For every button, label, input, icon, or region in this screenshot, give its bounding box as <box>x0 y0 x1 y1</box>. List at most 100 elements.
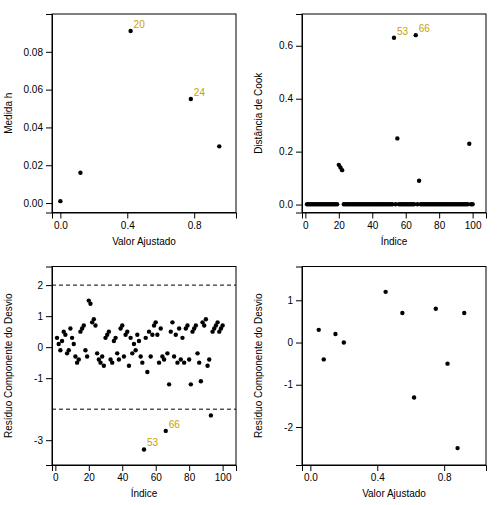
point <box>113 336 117 340</box>
tick-mark <box>60 213 61 219</box>
tick-mark <box>473 213 474 219</box>
point <box>95 351 99 355</box>
tick: 0 <box>287 337 302 348</box>
tick-mark <box>46 316 52 317</box>
tick: 2 <box>37 280 52 291</box>
tick: 0.0 <box>279 199 302 210</box>
tick: 20 <box>334 213 346 231</box>
point <box>115 351 119 355</box>
point <box>63 333 67 337</box>
point <box>155 333 159 337</box>
tick-label: 20 <box>334 220 346 231</box>
tick-label: 0.08 <box>24 47 44 58</box>
point <box>147 329 151 333</box>
point <box>110 360 114 364</box>
point <box>333 332 337 336</box>
tick-mark <box>55 465 56 471</box>
point <box>132 342 136 346</box>
plot-area <box>305 33 475 207</box>
y-axis-title: Resíduo Componente do Desvio <box>253 293 264 438</box>
point <box>58 199 62 203</box>
x-axis: 0.00.40.8 <box>53 213 237 231</box>
point <box>383 290 387 294</box>
tick: 20 <box>84 465 96 483</box>
tick-label: 2 <box>37 280 43 291</box>
tick-mark <box>156 465 157 471</box>
point <box>154 320 158 324</box>
y-axis-title: Distância de Cook <box>253 72 264 154</box>
tick-label: 1 <box>37 311 43 322</box>
x-axis: 020406080100 <box>303 213 487 231</box>
point <box>55 336 59 340</box>
tick: 0.06 <box>24 84 52 95</box>
point <box>145 370 149 374</box>
tick-mark <box>444 465 445 471</box>
tick: 100 <box>465 213 482 231</box>
point <box>100 354 104 358</box>
tick-mark <box>310 465 311 471</box>
tick-label: -3 <box>34 435 43 446</box>
tick: 0.08 <box>24 47 52 58</box>
tick-label: 0 <box>303 220 309 231</box>
point <box>78 171 82 175</box>
annotation: 66 <box>169 419 181 430</box>
point <box>182 360 186 364</box>
point <box>72 342 76 346</box>
tick-label: 0.4 <box>279 93 293 104</box>
point <box>58 348 62 352</box>
tick: 40 <box>117 465 129 483</box>
tick: 0.2 <box>279 146 302 157</box>
tick: 0 <box>53 465 59 483</box>
tick: 0 <box>37 342 52 353</box>
point <box>88 302 92 306</box>
plot-frame <box>52 267 236 466</box>
point <box>467 141 471 145</box>
point <box>322 357 326 361</box>
point <box>199 379 203 383</box>
point <box>128 29 132 33</box>
tick: 80 <box>184 465 196 483</box>
point <box>128 336 132 340</box>
y-axis-title: Medida h <box>3 93 14 134</box>
tick-mark <box>296 385 302 386</box>
plot-frame <box>302 267 486 466</box>
tick-label: 0.04 <box>24 122 44 133</box>
axis-line <box>53 466 237 472</box>
annotation: 53 <box>147 437 159 448</box>
point <box>137 339 141 343</box>
axis-line <box>296 15 303 214</box>
annotation: 53 <box>397 26 409 37</box>
x-axis-title: Índice <box>381 235 408 247</box>
point <box>82 323 86 327</box>
tick: 1 <box>37 311 52 322</box>
tick: -1 <box>34 373 52 384</box>
tick: 0.0 <box>304 465 318 483</box>
tick: 100 <box>215 465 232 483</box>
tick-label: 0.02 <box>24 160 44 171</box>
tick-mark <box>46 165 52 166</box>
tick: 0.04 <box>24 122 52 133</box>
tick-mark <box>194 213 195 219</box>
tick-label: 40 <box>367 220 379 231</box>
point <box>434 307 438 311</box>
point <box>122 354 126 358</box>
annotation: 24 <box>194 87 206 98</box>
point <box>148 354 152 358</box>
tick: 0.4 <box>279 93 302 104</box>
tick-mark <box>296 99 302 100</box>
point <box>204 317 208 321</box>
tick: 0.0 <box>54 213 68 231</box>
tick: 0.02 <box>24 160 52 171</box>
axis-line <box>303 213 487 219</box>
tick: 0 <box>303 213 309 231</box>
reference-line <box>52 409 236 410</box>
point <box>157 360 161 364</box>
point <box>140 360 144 364</box>
tick: 80 <box>434 213 446 231</box>
tick: 0.8 <box>188 213 202 231</box>
point <box>340 168 344 172</box>
point <box>197 360 201 364</box>
tick-label: 0.06 <box>24 84 44 95</box>
tick-mark <box>439 213 440 219</box>
point <box>395 136 399 140</box>
